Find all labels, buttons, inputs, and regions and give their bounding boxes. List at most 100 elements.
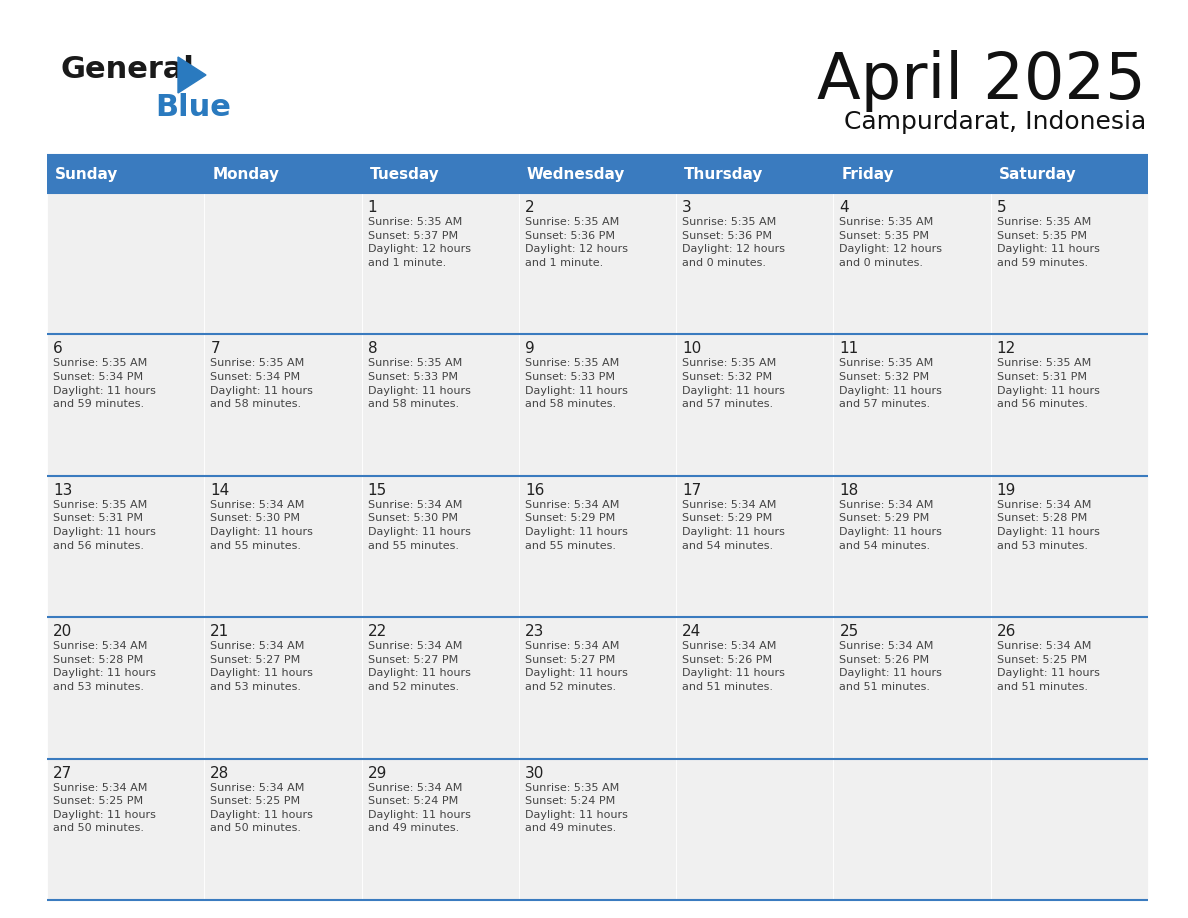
FancyBboxPatch shape	[204, 758, 361, 900]
FancyBboxPatch shape	[48, 617, 204, 758]
FancyBboxPatch shape	[991, 476, 1148, 617]
Text: Sunrise: 5:35 AM
Sunset: 5:34 PM
Daylight: 11 hours
and 59 minutes.: Sunrise: 5:35 AM Sunset: 5:34 PM Dayligh…	[53, 358, 156, 409]
Text: 11: 11	[840, 341, 859, 356]
FancyBboxPatch shape	[676, 476, 834, 617]
Text: 12: 12	[997, 341, 1016, 356]
FancyBboxPatch shape	[361, 193, 519, 334]
Text: Sunrise: 5:35 AM
Sunset: 5:32 PM
Daylight: 11 hours
and 57 minutes.: Sunrise: 5:35 AM Sunset: 5:32 PM Dayligh…	[682, 358, 785, 409]
Text: 29: 29	[367, 766, 387, 780]
Text: 1: 1	[367, 200, 378, 215]
FancyBboxPatch shape	[991, 758, 1148, 900]
Text: Sunrise: 5:34 AM
Sunset: 5:25 PM
Daylight: 11 hours
and 50 minutes.: Sunrise: 5:34 AM Sunset: 5:25 PM Dayligh…	[210, 783, 314, 834]
Text: Sunrise: 5:34 AM
Sunset: 5:28 PM
Daylight: 11 hours
and 53 minutes.: Sunrise: 5:34 AM Sunset: 5:28 PM Dayligh…	[997, 499, 1100, 551]
Text: Sunrise: 5:35 AM
Sunset: 5:33 PM
Daylight: 11 hours
and 58 minutes.: Sunrise: 5:35 AM Sunset: 5:33 PM Dayligh…	[367, 358, 470, 409]
Text: Thursday: Thursday	[684, 166, 764, 182]
Text: Sunrise: 5:35 AM
Sunset: 5:34 PM
Daylight: 11 hours
and 58 minutes.: Sunrise: 5:35 AM Sunset: 5:34 PM Dayligh…	[210, 358, 314, 409]
Text: Sunrise: 5:35 AM
Sunset: 5:36 PM
Daylight: 12 hours
and 0 minutes.: Sunrise: 5:35 AM Sunset: 5:36 PM Dayligh…	[682, 217, 785, 268]
FancyBboxPatch shape	[991, 193, 1148, 334]
Text: Sunrise: 5:34 AM
Sunset: 5:24 PM
Daylight: 11 hours
and 49 minutes.: Sunrise: 5:34 AM Sunset: 5:24 PM Dayligh…	[367, 783, 470, 834]
Text: Sunrise: 5:34 AM
Sunset: 5:25 PM
Daylight: 11 hours
and 50 minutes.: Sunrise: 5:34 AM Sunset: 5:25 PM Dayligh…	[53, 783, 156, 834]
FancyBboxPatch shape	[204, 334, 361, 476]
Text: Sunrise: 5:34 AM
Sunset: 5:27 PM
Daylight: 11 hours
and 53 minutes.: Sunrise: 5:34 AM Sunset: 5:27 PM Dayligh…	[210, 641, 314, 692]
FancyBboxPatch shape	[834, 758, 991, 900]
Text: Sunrise: 5:35 AM
Sunset: 5:36 PM
Daylight: 12 hours
and 1 minute.: Sunrise: 5:35 AM Sunset: 5:36 PM Dayligh…	[525, 217, 627, 268]
Text: Blue: Blue	[154, 93, 230, 122]
Text: Campurdarat, Indonesia: Campurdarat, Indonesia	[843, 110, 1146, 134]
Text: Sunrise: 5:35 AM
Sunset: 5:35 PM
Daylight: 12 hours
and 0 minutes.: Sunrise: 5:35 AM Sunset: 5:35 PM Dayligh…	[840, 217, 942, 268]
FancyBboxPatch shape	[48, 758, 204, 900]
FancyBboxPatch shape	[834, 193, 991, 334]
FancyBboxPatch shape	[519, 334, 676, 476]
FancyBboxPatch shape	[361, 758, 519, 900]
FancyBboxPatch shape	[834, 476, 991, 617]
FancyBboxPatch shape	[676, 617, 834, 758]
Text: 17: 17	[682, 483, 701, 498]
Text: Tuesday: Tuesday	[369, 166, 440, 182]
FancyBboxPatch shape	[48, 155, 1148, 193]
Text: 19: 19	[997, 483, 1016, 498]
Text: 15: 15	[367, 483, 387, 498]
FancyBboxPatch shape	[361, 334, 519, 476]
Text: 14: 14	[210, 483, 229, 498]
Text: 24: 24	[682, 624, 701, 639]
FancyBboxPatch shape	[48, 476, 204, 617]
Text: 25: 25	[840, 624, 859, 639]
FancyBboxPatch shape	[519, 193, 676, 334]
Text: 9: 9	[525, 341, 535, 356]
Text: Sunday: Sunday	[55, 166, 119, 182]
FancyBboxPatch shape	[991, 617, 1148, 758]
Text: 22: 22	[367, 624, 387, 639]
Text: Sunrise: 5:34 AM
Sunset: 5:27 PM
Daylight: 11 hours
and 52 minutes.: Sunrise: 5:34 AM Sunset: 5:27 PM Dayligh…	[367, 641, 470, 692]
Text: Sunrise: 5:34 AM
Sunset: 5:26 PM
Daylight: 11 hours
and 51 minutes.: Sunrise: 5:34 AM Sunset: 5:26 PM Dayligh…	[840, 641, 942, 692]
Polygon shape	[178, 57, 206, 93]
Text: 18: 18	[840, 483, 859, 498]
FancyBboxPatch shape	[204, 193, 361, 334]
FancyBboxPatch shape	[676, 334, 834, 476]
Text: 7: 7	[210, 341, 220, 356]
Text: Sunrise: 5:34 AM
Sunset: 5:29 PM
Daylight: 11 hours
and 55 minutes.: Sunrise: 5:34 AM Sunset: 5:29 PM Dayligh…	[525, 499, 627, 551]
Text: Sunrise: 5:34 AM
Sunset: 5:29 PM
Daylight: 11 hours
and 54 minutes.: Sunrise: 5:34 AM Sunset: 5:29 PM Dayligh…	[840, 499, 942, 551]
Text: Saturday: Saturday	[999, 166, 1076, 182]
Text: Monday: Monday	[213, 166, 279, 182]
Text: 8: 8	[367, 341, 378, 356]
Text: 16: 16	[525, 483, 544, 498]
FancyBboxPatch shape	[519, 476, 676, 617]
FancyBboxPatch shape	[834, 617, 991, 758]
Text: Sunrise: 5:34 AM
Sunset: 5:28 PM
Daylight: 11 hours
and 53 minutes.: Sunrise: 5:34 AM Sunset: 5:28 PM Dayligh…	[53, 641, 156, 692]
FancyBboxPatch shape	[676, 758, 834, 900]
Text: Friday: Friday	[841, 166, 895, 182]
FancyBboxPatch shape	[361, 617, 519, 758]
Text: Sunrise: 5:35 AM
Sunset: 5:31 PM
Daylight: 11 hours
and 56 minutes.: Sunrise: 5:35 AM Sunset: 5:31 PM Dayligh…	[53, 499, 156, 551]
Text: Sunrise: 5:34 AM
Sunset: 5:26 PM
Daylight: 11 hours
and 51 minutes.: Sunrise: 5:34 AM Sunset: 5:26 PM Dayligh…	[682, 641, 785, 692]
Text: Wednesday: Wednesday	[526, 166, 625, 182]
Text: Sunrise: 5:35 AM
Sunset: 5:31 PM
Daylight: 11 hours
and 56 minutes.: Sunrise: 5:35 AM Sunset: 5:31 PM Dayligh…	[997, 358, 1100, 409]
Text: Sunrise: 5:34 AM
Sunset: 5:30 PM
Daylight: 11 hours
and 55 minutes.: Sunrise: 5:34 AM Sunset: 5:30 PM Dayligh…	[367, 499, 470, 551]
FancyBboxPatch shape	[204, 617, 361, 758]
Text: Sunrise: 5:35 AM
Sunset: 5:37 PM
Daylight: 12 hours
and 1 minute.: Sunrise: 5:35 AM Sunset: 5:37 PM Dayligh…	[367, 217, 470, 268]
Text: 3: 3	[682, 200, 691, 215]
Text: Sunrise: 5:34 AM
Sunset: 5:29 PM
Daylight: 11 hours
and 54 minutes.: Sunrise: 5:34 AM Sunset: 5:29 PM Dayligh…	[682, 499, 785, 551]
Text: 5: 5	[997, 200, 1006, 215]
Text: Sunrise: 5:34 AM
Sunset: 5:30 PM
Daylight: 11 hours
and 55 minutes.: Sunrise: 5:34 AM Sunset: 5:30 PM Dayligh…	[210, 499, 314, 551]
Text: 4: 4	[840, 200, 849, 215]
Text: Sunrise: 5:35 AM
Sunset: 5:32 PM
Daylight: 11 hours
and 57 minutes.: Sunrise: 5:35 AM Sunset: 5:32 PM Dayligh…	[840, 358, 942, 409]
Text: 26: 26	[997, 624, 1016, 639]
Text: 30: 30	[525, 766, 544, 780]
FancyBboxPatch shape	[361, 476, 519, 617]
FancyBboxPatch shape	[991, 334, 1148, 476]
Text: Sunrise: 5:35 AM
Sunset: 5:35 PM
Daylight: 11 hours
and 59 minutes.: Sunrise: 5:35 AM Sunset: 5:35 PM Dayligh…	[997, 217, 1100, 268]
Text: Sunrise: 5:35 AM
Sunset: 5:24 PM
Daylight: 11 hours
and 49 minutes.: Sunrise: 5:35 AM Sunset: 5:24 PM Dayligh…	[525, 783, 627, 834]
Text: 10: 10	[682, 341, 701, 356]
FancyBboxPatch shape	[519, 617, 676, 758]
Text: 2: 2	[525, 200, 535, 215]
FancyBboxPatch shape	[204, 476, 361, 617]
Text: General: General	[61, 55, 194, 84]
Text: April 2025: April 2025	[817, 50, 1146, 112]
FancyBboxPatch shape	[48, 193, 204, 334]
FancyBboxPatch shape	[676, 193, 834, 334]
FancyBboxPatch shape	[519, 758, 676, 900]
Text: 23: 23	[525, 624, 544, 639]
Text: Sunrise: 5:34 AM
Sunset: 5:27 PM
Daylight: 11 hours
and 52 minutes.: Sunrise: 5:34 AM Sunset: 5:27 PM Dayligh…	[525, 641, 627, 692]
Text: 13: 13	[53, 483, 72, 498]
Text: 27: 27	[53, 766, 72, 780]
